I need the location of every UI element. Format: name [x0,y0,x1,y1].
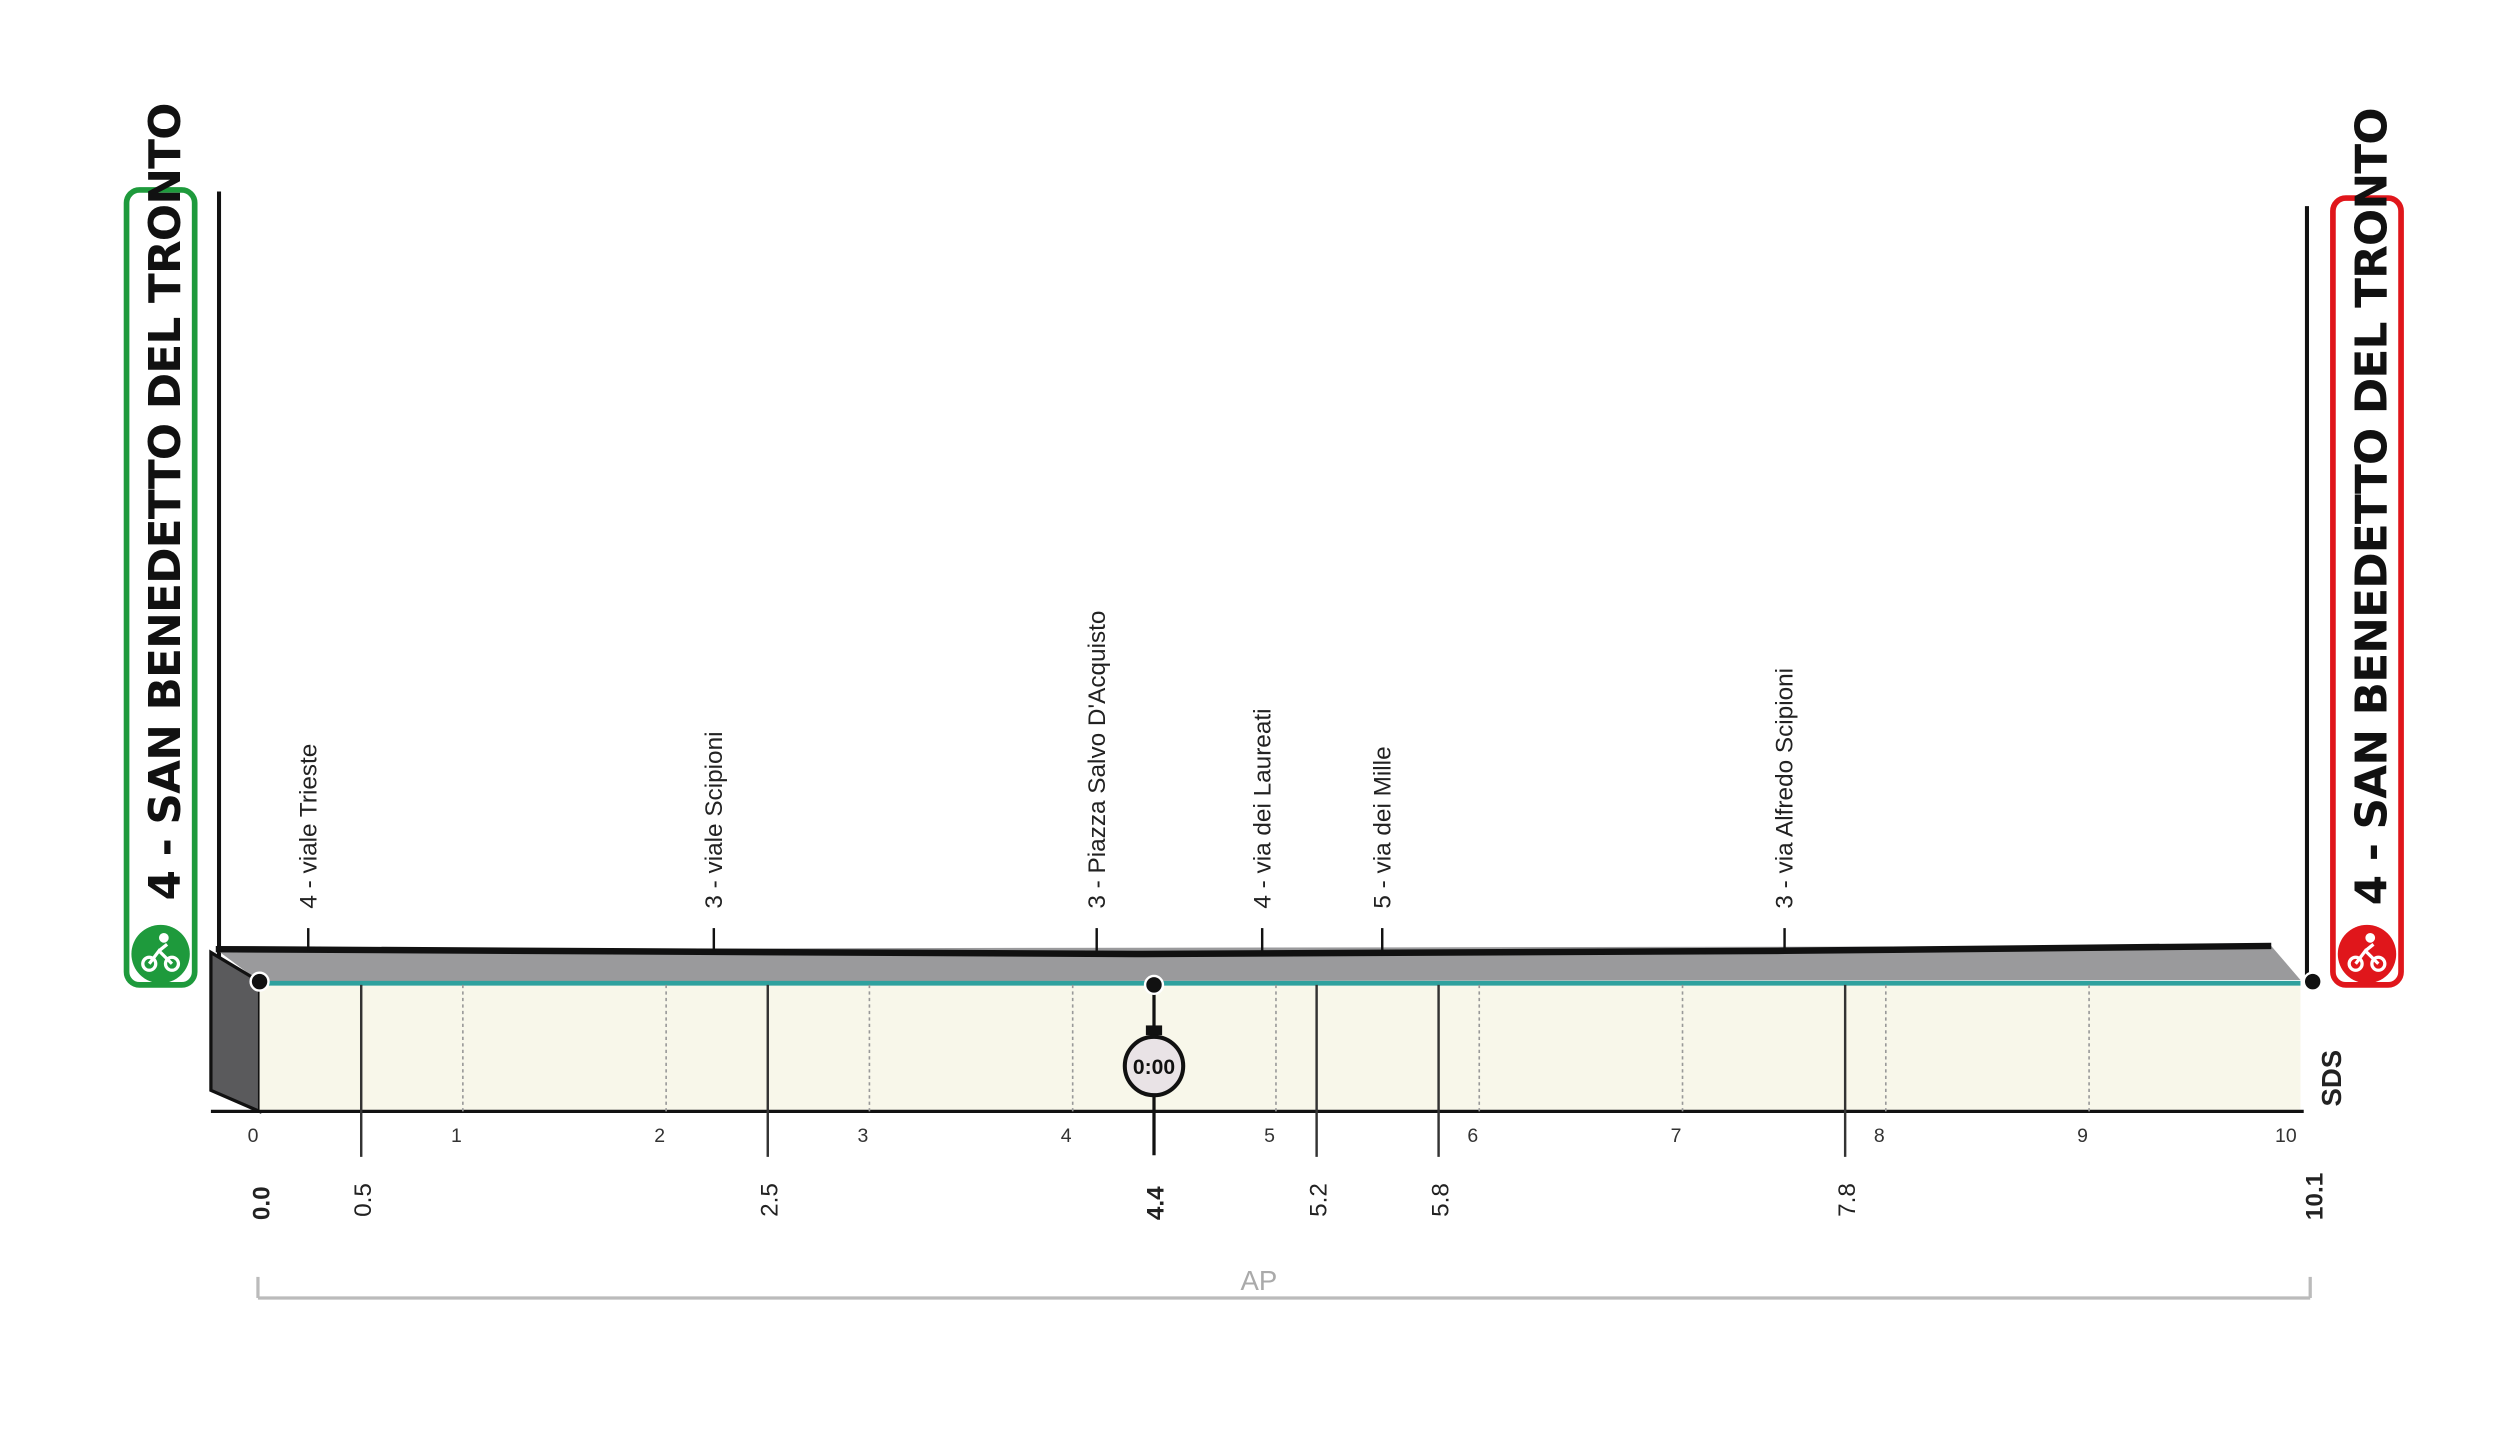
profile-body [259,981,2301,1112]
finish-box [2330,195,2404,988]
km-label: 1 [451,1125,462,1147]
finish-label: 4 - SAN BENEDETTO DEL TRONTO [2346,108,2397,905]
distance-label: 4.4 [1143,1186,1170,1220]
distance-label: 0.0 [248,1186,275,1220]
dot [2302,971,2323,992]
distance-label: 0.5 [350,1183,377,1217]
start-box [123,187,198,988]
waypoint-label: 3 - viale Scipioni [701,731,728,908]
distance-label: 5.8 [1427,1183,1454,1217]
distance-label: 5.2 [1305,1183,1332,1217]
start-label: 4 - SAN BENEDETTO DEL TRONTO [140,103,191,900]
km-label: 7 [1671,1125,1682,1147]
bike-icon [141,932,181,972]
km-label: 2 [654,1125,665,1147]
distance-label: 10.1 [2301,1173,2328,1220]
stopwatch-time: 0:00 [1133,1056,1175,1079]
profile-edge [215,942,2272,958]
stopwatch-crown [1145,1025,1163,1036]
bike-icon [2347,932,2387,972]
km-label: 0 [248,1125,259,1147]
waypoint-label: 4 - via dei Laureati [1249,708,1276,908]
dot [1143,974,1165,996]
km-label: 10 [2275,1125,2297,1147]
km-label: 8 [1874,1125,1885,1147]
logo: SDS [2316,1050,2347,1107]
stopwatch [1122,1034,1186,1098]
dot [249,971,270,992]
km-label: 3 [858,1125,869,1147]
sector-label: AP [1241,1265,1278,1296]
km-label: 5 [1264,1125,1275,1147]
waypoint-label: 4 - viale Trieste [295,744,322,909]
waypoint-label: 5 - via dei Mille [1369,746,1396,908]
waypoint-label: 3 - Piazza Salvo D'Acquisto [1084,611,1111,909]
km-label: 6 [1467,1125,1478,1147]
distance-label: 7.8 [1834,1183,1861,1217]
km-label: 4 [1061,1125,1072,1147]
distance-label: 2.5 [757,1183,784,1217]
km-label: 9 [2077,1125,2088,1147]
waypoint-label: 3 - via Alfredo Scipioni [1772,668,1799,909]
